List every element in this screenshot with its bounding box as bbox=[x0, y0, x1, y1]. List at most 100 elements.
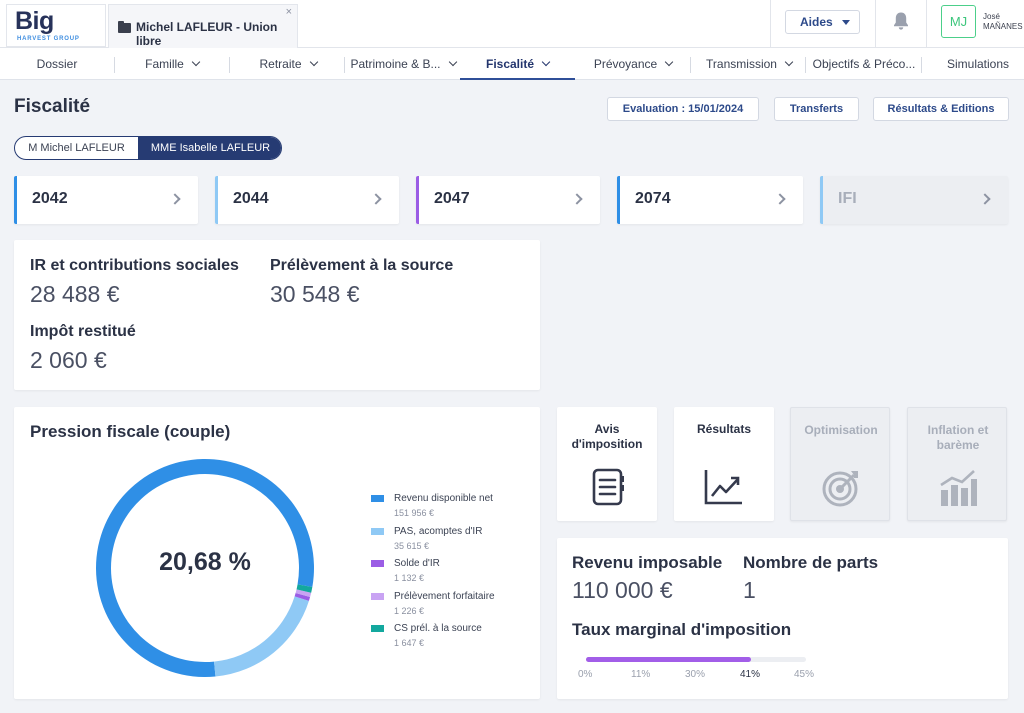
folder-icon bbox=[118, 21, 131, 33]
form-card-label: 2074 bbox=[635, 190, 671, 207]
legend-label: CS prél. à la source bbox=[394, 623, 482, 634]
form-card-label: 2044 bbox=[233, 190, 269, 207]
divider bbox=[770, 0, 771, 47]
user-first-name: José bbox=[983, 12, 1000, 21]
legend-label: Revenu disponible net bbox=[394, 493, 493, 504]
revenu-imposable-label: Revenu imposable bbox=[572, 553, 723, 572]
impot-restitue-value: 2 060 € bbox=[30, 347, 107, 373]
legend-swatch bbox=[371, 527, 384, 535]
impot-restitue-label: Impôt restitué bbox=[30, 323, 136, 340]
legend-label: Solde d'IR bbox=[394, 558, 440, 569]
revenu-imposable-value: 110 000 € bbox=[572, 577, 673, 603]
form-card-2044[interactable]: 2044 bbox=[215, 176, 399, 224]
top-bar: Big HARVEST GROUP Michel LAFLEUR - Union… bbox=[0, 0, 1024, 48]
pression-fiscale-title: Pression fiscale (couple) bbox=[30, 422, 231, 441]
evaluation-button[interactable]: Evaluation : 15/01/2024 bbox=[607, 97, 759, 121]
tmi-tick: 0% bbox=[578, 669, 593, 680]
legend-swatch bbox=[371, 495, 384, 502]
aides-button[interactable]: Aides bbox=[785, 10, 860, 34]
caret-down-icon bbox=[842, 20, 850, 25]
tmi-tick: 30% bbox=[685, 669, 706, 680]
close-icon[interactable]: × bbox=[285, 6, 292, 18]
donut-slice-3 bbox=[295, 589, 312, 597]
chevron-down-icon bbox=[541, 57, 551, 67]
nav-item-objectifs[interactable]: Objectifs & Préco... bbox=[812, 57, 916, 71]
legend-value: 35 615 € bbox=[394, 540, 430, 551]
chevron-down-icon bbox=[784, 57, 794, 67]
inflation-bareme-label: Inflation et barème bbox=[927, 423, 989, 452]
person-option-isabelle[interactable]: MME Isabelle LAFLEUR bbox=[138, 137, 281, 159]
form-card-2047[interactable]: 2047 bbox=[416, 176, 600, 224]
nav-item-fiscalite[interactable]: Fiscalité bbox=[460, 48, 575, 80]
donut-slice-1 bbox=[214, 596, 309, 677]
logo-main-text: Big bbox=[15, 7, 54, 35]
legend-swatch bbox=[371, 592, 384, 600]
client-tab[interactable]: Michel LAFLEUR - Union libre × bbox=[108, 4, 298, 48]
target-icon bbox=[822, 471, 858, 507]
chevron-right-icon bbox=[370, 193, 382, 205]
ir-value: 28 488 € bbox=[30, 281, 120, 307]
nav-item-retraite[interactable]: Retraite bbox=[234, 48, 342, 80]
resultats-label: Résultats bbox=[696, 422, 752, 436]
user-last-name: MAÑANES bbox=[983, 22, 1023, 31]
chevron-right-icon bbox=[774, 193, 786, 205]
legend-value: 1 132 € bbox=[394, 573, 425, 583]
ir-label: IR et contributions sociales bbox=[30, 257, 239, 274]
nav-item-famille[interactable]: Famille bbox=[120, 48, 224, 80]
chevron-down-icon bbox=[309, 57, 318, 67]
pression-fiscale-donut bbox=[96, 459, 315, 677]
donut-slice-4 bbox=[296, 584, 313, 593]
legend-swatch bbox=[371, 625, 384, 632]
document-list-icon bbox=[592, 468, 624, 506]
divider bbox=[875, 0, 876, 47]
inflation-bareme-tile[interactable]: Inflation et barème bbox=[907, 407, 1007, 521]
pas-label: Prélèvement à la source bbox=[270, 257, 454, 274]
legend-label: PAS, acomptes d'IR bbox=[394, 525, 483, 537]
legend-value: 1 647 € bbox=[394, 638, 425, 648]
revenu-card: Revenu imposable 110 000 € Nombre de par… bbox=[557, 538, 1008, 699]
optimisation-tile[interactable]: Optimisation bbox=[790, 407, 890, 521]
tax-summary-card: IR et contributions sociales 28 488 € Pr… bbox=[14, 240, 540, 390]
legend-value: 151 956 € bbox=[394, 508, 435, 518]
chevron-right-icon bbox=[169, 193, 181, 205]
donut-center-value: 20,68 % bbox=[159, 548, 251, 576]
donut-slice-2 bbox=[294, 593, 311, 601]
person-option-michel[interactable]: M Michel LAFLEUR bbox=[28, 142, 125, 154]
resultats-tile[interactable]: Résultats bbox=[674, 407, 774, 521]
nav-item-patrimoine[interactable]: Patrimoine & B... bbox=[346, 48, 460, 80]
form-card-2042[interactable]: 2042 bbox=[14, 176, 198, 224]
avis-imposition-tile[interactable]: Avis d'imposition bbox=[557, 407, 657, 521]
nav-item-transmission[interactable]: Transmission bbox=[694, 48, 804, 80]
trend-chart-icon bbox=[704, 470, 742, 505]
logo-sub-text: HARVEST GROUP bbox=[17, 36, 80, 42]
form-card-label: 2047 bbox=[434, 190, 470, 207]
form-card-ifi[interactable]: IFI bbox=[820, 176, 1008, 224]
legend-value: 1 226 € bbox=[394, 605, 425, 616]
chevron-right-icon bbox=[571, 193, 583, 205]
nav-item-dossier[interactable]: Dossier bbox=[36, 57, 78, 71]
legend-swatch bbox=[371, 560, 384, 567]
client-tab-label: Michel LAFLEUR - Union libre bbox=[136, 20, 278, 48]
transferts-button[interactable]: Transferts bbox=[774, 97, 859, 121]
chevron-down-icon bbox=[191, 57, 201, 67]
tmi-tick: 45% bbox=[794, 669, 815, 680]
bell-icon[interactable] bbox=[892, 11, 910, 31]
chevron-right-icon bbox=[979, 193, 991, 205]
tmi-slider-fill bbox=[586, 657, 751, 662]
avatar[interactable]: MJ bbox=[941, 5, 976, 38]
pas-value: 30 548 € bbox=[270, 281, 360, 307]
logo[interactable]: Big HARVEST GROUP bbox=[6, 4, 106, 47]
chevron-down-icon bbox=[664, 57, 674, 67]
form-card-2074[interactable]: 2074 bbox=[617, 176, 803, 224]
nav-item-simulations[interactable]: Simulations bbox=[946, 57, 1010, 71]
nav-item-prevoyance[interactable]: Prévoyance bbox=[578, 48, 688, 80]
tmi-tick-selected: 41% bbox=[740, 669, 761, 680]
nombre-parts-value: 1 bbox=[743, 577, 756, 603]
main-nav: Dossier Famille Retraite Patrimoine & B.… bbox=[0, 48, 1024, 80]
optimisation-label: Optimisation bbox=[804, 423, 878, 437]
legend-label: Prélèvement forfaitaire bbox=[394, 590, 495, 602]
resultats-editions-button[interactable]: Résultats & Editions bbox=[873, 97, 1009, 121]
chevron-down-icon bbox=[448, 57, 457, 67]
nombre-parts-label: Nombre de parts bbox=[743, 553, 879, 572]
tmi-tick: 11% bbox=[631, 669, 651, 680]
